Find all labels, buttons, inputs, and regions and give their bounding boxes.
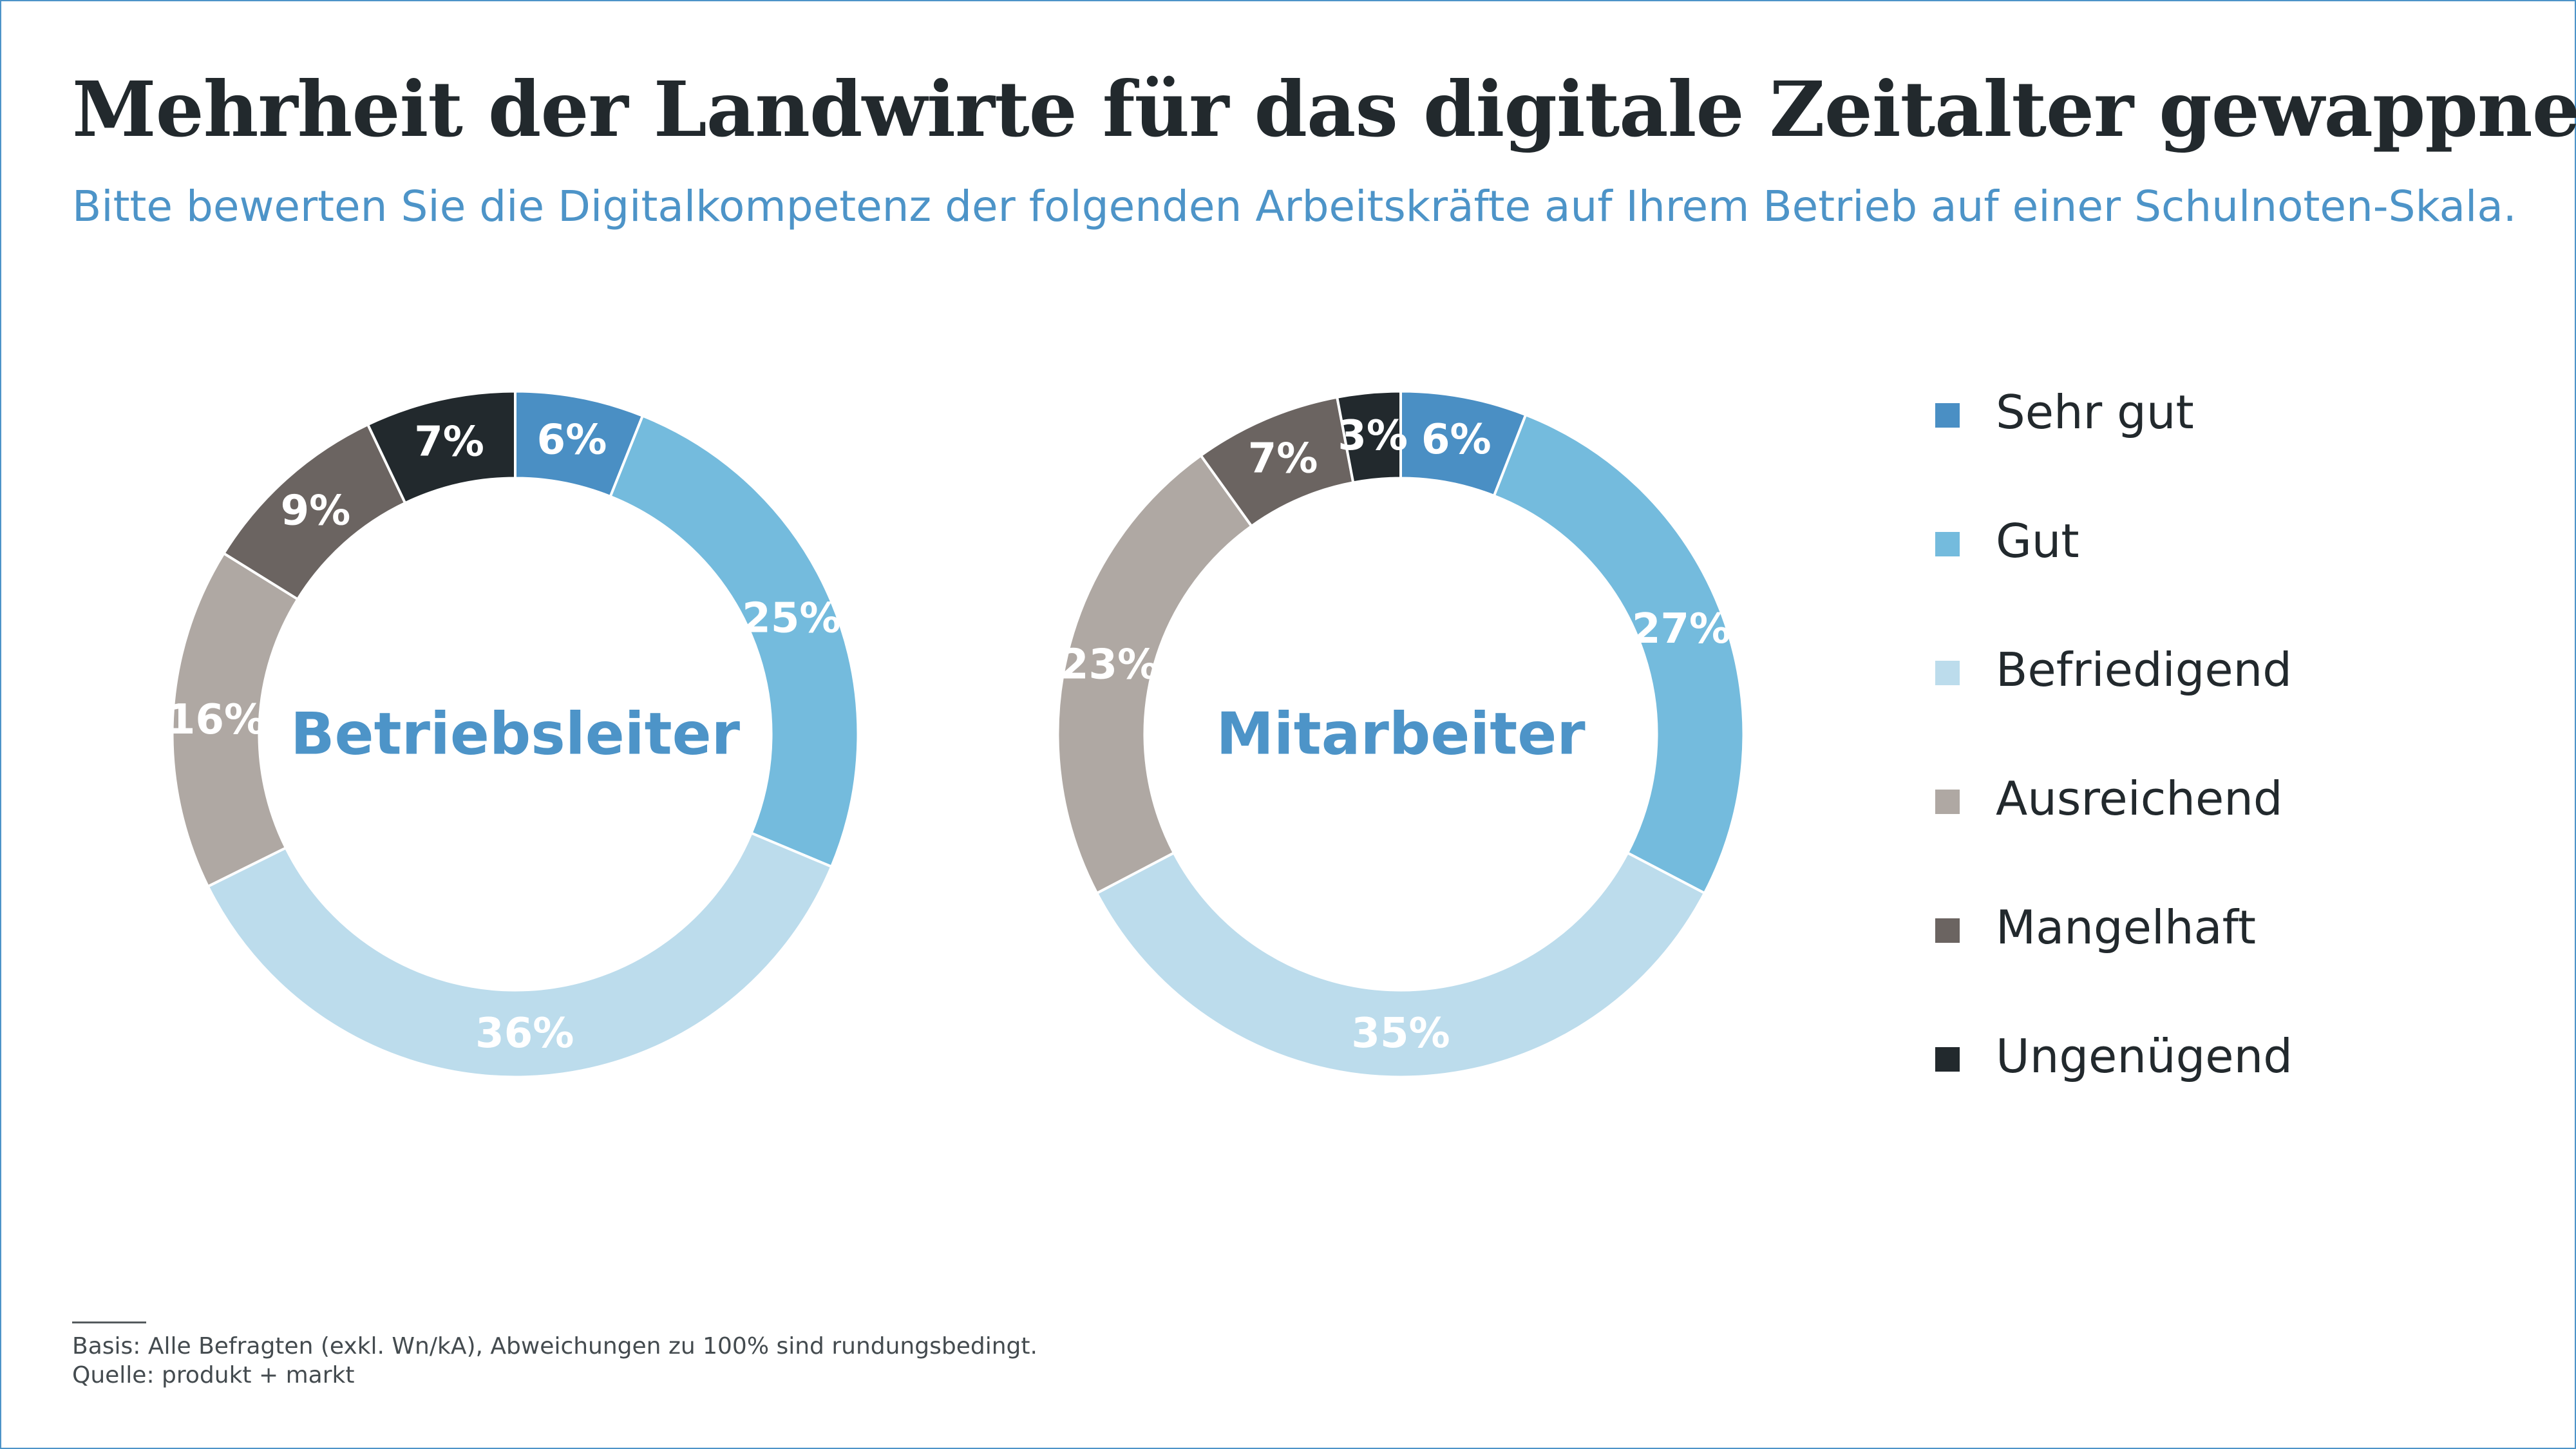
legend-item-gut: Gut xyxy=(1935,509,2553,638)
legend-label: Befriedigend xyxy=(1996,643,2292,697)
footer-divider xyxy=(72,1321,146,1323)
legend-label: Ungenügend xyxy=(1996,1029,2293,1083)
slice-value-label: 3% xyxy=(1338,412,1408,460)
donut-center-label: Mitarbeiter xyxy=(1216,701,1586,768)
slice-value-label: 23% xyxy=(1060,641,1159,689)
slice-value-label: 7% xyxy=(1248,435,1318,483)
legend-item-befriedigend: Befriedigend xyxy=(1935,638,2553,766)
legend-item-ungenuegend: Ungenügend xyxy=(1935,1024,2553,1153)
donut-slice-befriedigend xyxy=(206,831,833,1079)
slice-value-label: 25% xyxy=(742,594,840,642)
chart-title: Mehrheit der Landwirte für das digitale … xyxy=(72,64,2576,154)
slice-value-label: 7% xyxy=(414,418,484,466)
slice-value-label: 16% xyxy=(167,696,265,744)
footer-basis: Basis: Alle Befragten (exkl. Wn/kA), Abw… xyxy=(72,1333,1037,1359)
donut-slice-ausreichend xyxy=(1056,453,1254,895)
slice-value-label: 9% xyxy=(281,487,351,535)
legend-swatch xyxy=(1935,532,1960,556)
slice-value-label: 36% xyxy=(475,1010,574,1057)
legend-label: Gut xyxy=(1996,514,2079,568)
legend-swatch xyxy=(1935,918,1960,943)
slice-value-label: 35% xyxy=(1351,1010,1450,1057)
legend-swatch xyxy=(1935,403,1960,428)
donut-betriebsleiter: 6% 25% 36% 16% 9% 7% Betriebsleiter xyxy=(167,390,860,1079)
donut-slice-gut xyxy=(609,414,860,869)
legend-label: Sehr gut xyxy=(1996,385,2194,439)
donut-mitarbeiter: 6% 27% 35% 23% 7% 3% Mitarbeiter xyxy=(1056,390,1745,1079)
legend-item-ausreichend: Ausreichend xyxy=(1935,766,2553,895)
legend-swatch xyxy=(1935,661,1960,685)
slice-value-label: 27% xyxy=(1632,605,1730,653)
legend: Sehr gut Gut Befriedigend Ausreichend Ma… xyxy=(1935,380,2553,1153)
legend-item-sehr-gut: Sehr gut xyxy=(1935,380,2553,509)
legend-label: Mangelhaft xyxy=(1996,900,2256,954)
donut-slice-gut xyxy=(1492,413,1745,895)
donut-slice-ungenuegend xyxy=(1335,390,1402,484)
legend-swatch xyxy=(1935,790,1960,814)
chart-subtitle: Bitte bewerten Sie die Digitalkompetenz … xyxy=(72,182,2517,231)
donut-slice-befriedigend xyxy=(1095,851,1707,1079)
legend-label: Ausreichend xyxy=(1996,772,2283,826)
legend-swatch xyxy=(1935,1047,1960,1072)
donut-slice-ungenuegend xyxy=(366,390,516,505)
footer-source: Quelle: produkt + markt xyxy=(72,1362,355,1388)
donut-center-label: Betriebsleiter xyxy=(290,701,741,768)
slice-value-label: 6% xyxy=(1421,416,1492,464)
slice-value-label: 6% xyxy=(537,416,607,464)
legend-item-mangelhaft: Mangelhaft xyxy=(1935,895,2553,1024)
